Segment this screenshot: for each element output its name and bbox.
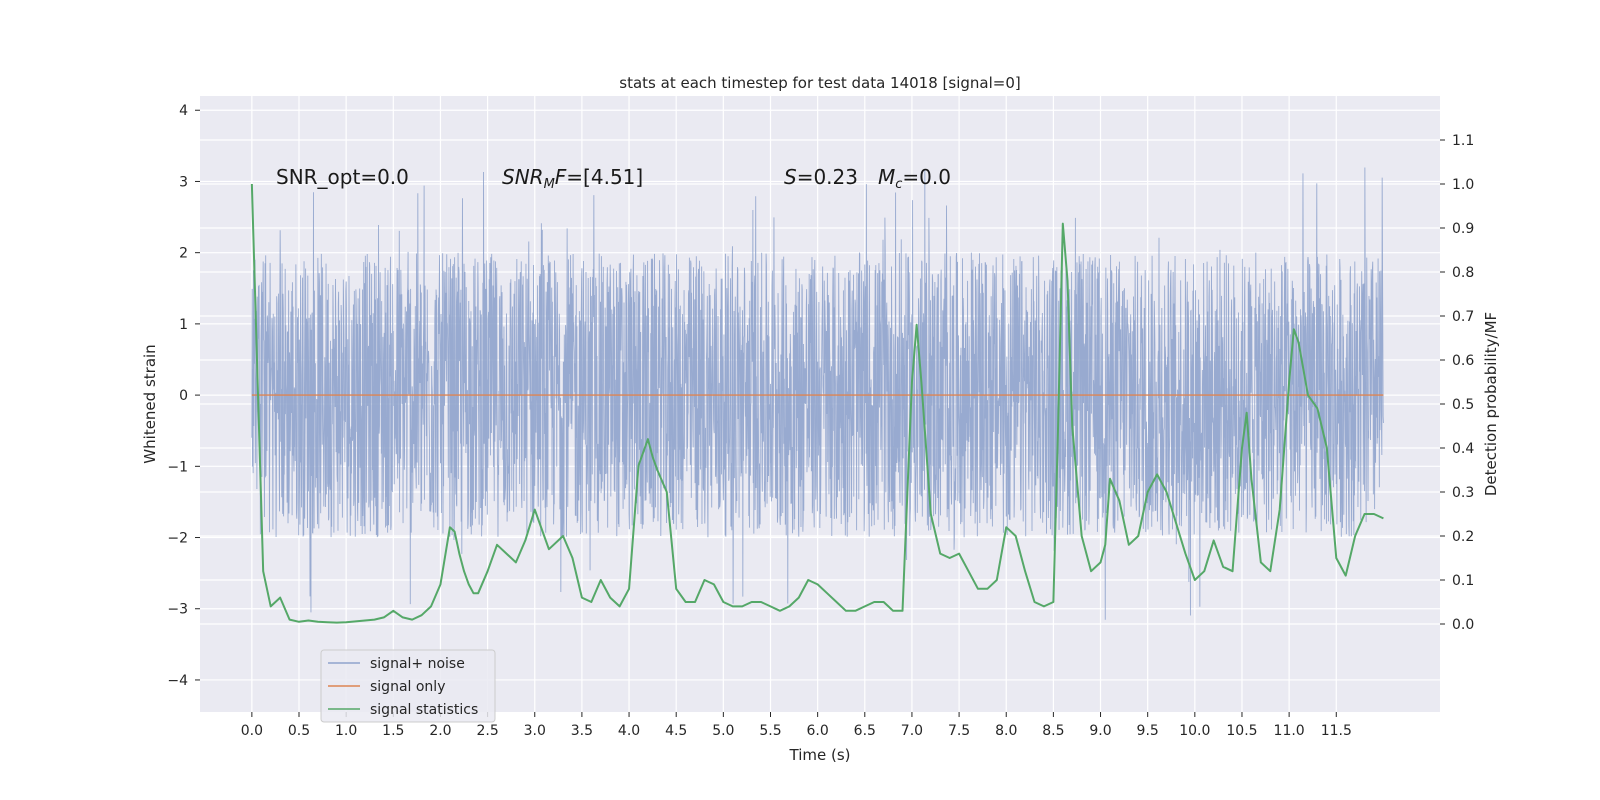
y-axis-left-label: Whitened strain: [141, 344, 159, 463]
legend-label-statistics: signal statistics: [370, 702, 478, 718]
x-tick-label-20: 10.0: [1179, 723, 1210, 739]
legend-box: [320, 649, 496, 723]
annotation-s-symbol: S: [784, 165, 797, 189]
chart-title: stats at each timestep for test data 140…: [619, 74, 1020, 92]
y-left-tick-label-6: 2: [179, 246, 188, 262]
annotation-snr-mf-symbol: SNR: [502, 165, 544, 189]
y-left-tick-label-8: 4: [179, 103, 188, 119]
annotation-mc-symbol: M: [878, 165, 895, 189]
y-right-tick-label-11: 1.1: [1452, 133, 1474, 149]
x-tick-label-14: 7.0: [901, 723, 923, 739]
x-tick-label-0: 0.0: [241, 723, 263, 739]
y-left-tick-label-2: −2: [167, 531, 188, 547]
y-right-tick-label-3: 0.3: [1452, 485, 1474, 501]
x-tick-label-2: 1.0: [335, 723, 357, 739]
x-tick-label-23: 11.5: [1321, 723, 1352, 739]
y-left-tick-label-1: −3: [167, 602, 188, 618]
series-signal-noise: [251, 167, 1384, 620]
y-left-tick-label-5: 1: [179, 317, 188, 333]
x-tick-label-7: 3.5: [571, 723, 593, 739]
legend: signal+ noise signal only signal statist…: [320, 649, 496, 723]
annotation-mc-subscript: c: [895, 177, 902, 192]
x-tick-label-4: 2.0: [429, 723, 451, 739]
y-axis-right-label: Detection probability/MF: [1482, 312, 1500, 496]
x-tick-label-9: 4.5: [665, 723, 687, 739]
x-tick-label-22: 11.0: [1274, 723, 1305, 739]
x-tick-label-5: 2.5: [476, 723, 498, 739]
y-right-tick-label-5: 0.5: [1452, 397, 1474, 413]
y-right-tick-label-1: 0.1: [1452, 573, 1474, 589]
x-axis-ticks: 0.0 0.5 1.0 1.5 2.0 2.5 3.0 3.5 4.0 4.5 5.0 5.5 6.0 6…: [241, 712, 1352, 739]
noise-trace: [251, 167, 1384, 620]
y-right-tick-label-2: 0.2: [1452, 529, 1474, 545]
y-right-tick-label-6: 0.6: [1452, 353, 1474, 369]
y-left-tick-label-4: 0: [179, 388, 188, 404]
x-tick-label-18: 9.0: [1089, 723, 1111, 739]
series-signal-statistics: [250, 183, 1384, 624]
y-axis-left-ticks: −4 −3 −2 −1 0 1 2 3 4: [167, 103, 200, 689]
x-tick-label-1: 0.5: [288, 723, 310, 739]
x-tick-label-16: 8.0: [995, 723, 1017, 739]
annotation-mc-value: =0.0: [902, 165, 951, 189]
x-tick-label-10: 5.0: [712, 723, 734, 739]
y-right-tick-label-10: 1.0: [1452, 177, 1474, 193]
annotation-snr-opt: SNR_opt=0.0: [276, 165, 409, 189]
annotation-snr-mf-subscript: M: [544, 177, 555, 192]
y-right-tick-label-9: 0.9: [1452, 221, 1474, 237]
legend-label-signal: signal only: [370, 679, 445, 695]
annotation-mc: Mc=0.0: [878, 165, 951, 192]
y-right-tick-label-7: 0.7: [1452, 309, 1474, 325]
x-tick-label-12: 6.0: [807, 723, 829, 739]
x-tick-label-17: 8.5: [1042, 723, 1064, 739]
y-right-tick-label-8: 0.8: [1452, 265, 1474, 281]
y-left-tick-label-0: −4: [167, 673, 188, 689]
y-right-tick-label-4: 0.4: [1452, 441, 1474, 457]
x-tick-label-15: 7.5: [948, 723, 970, 739]
annotation-s-value: =0.23: [797, 165, 858, 189]
x-tick-label-21: 10.5: [1226, 723, 1257, 739]
x-tick-label-8: 4.0: [618, 723, 640, 739]
x-tick-label-19: 9.5: [1137, 723, 1159, 739]
annotation-snr-mf: SNRMF=[4.51]: [502, 165, 643, 192]
x-tick-label-13: 6.5: [854, 723, 876, 739]
annotation-s: S=0.23: [784, 165, 858, 189]
y-right-tick-label-0: 0.0: [1452, 617, 1474, 633]
y-axis-right-ticks: 0.0 0.1 0.2 0.3 0.4 0.5 0.6 0.7 0.8 0.9 1.0 1.1: [1440, 133, 1474, 633]
x-tick-label-11: 5.5: [759, 723, 781, 739]
statistics-line: [250, 183, 1384, 624]
x-axis-label: Time (s): [789, 746, 851, 764]
y-left-tick-label-7: 3: [179, 174, 188, 190]
y-left-tick-label-3: −1: [167, 459, 188, 475]
legend-label-noise: signal+ noise: [370, 656, 465, 672]
x-tick-label-3: 1.5: [382, 723, 404, 739]
x-tick-label-6: 3.0: [524, 723, 546, 739]
annotation-snr-mf-symbol2: F: [555, 165, 567, 189]
annotation-snr-mf-value: =[4.51]: [566, 165, 643, 189]
